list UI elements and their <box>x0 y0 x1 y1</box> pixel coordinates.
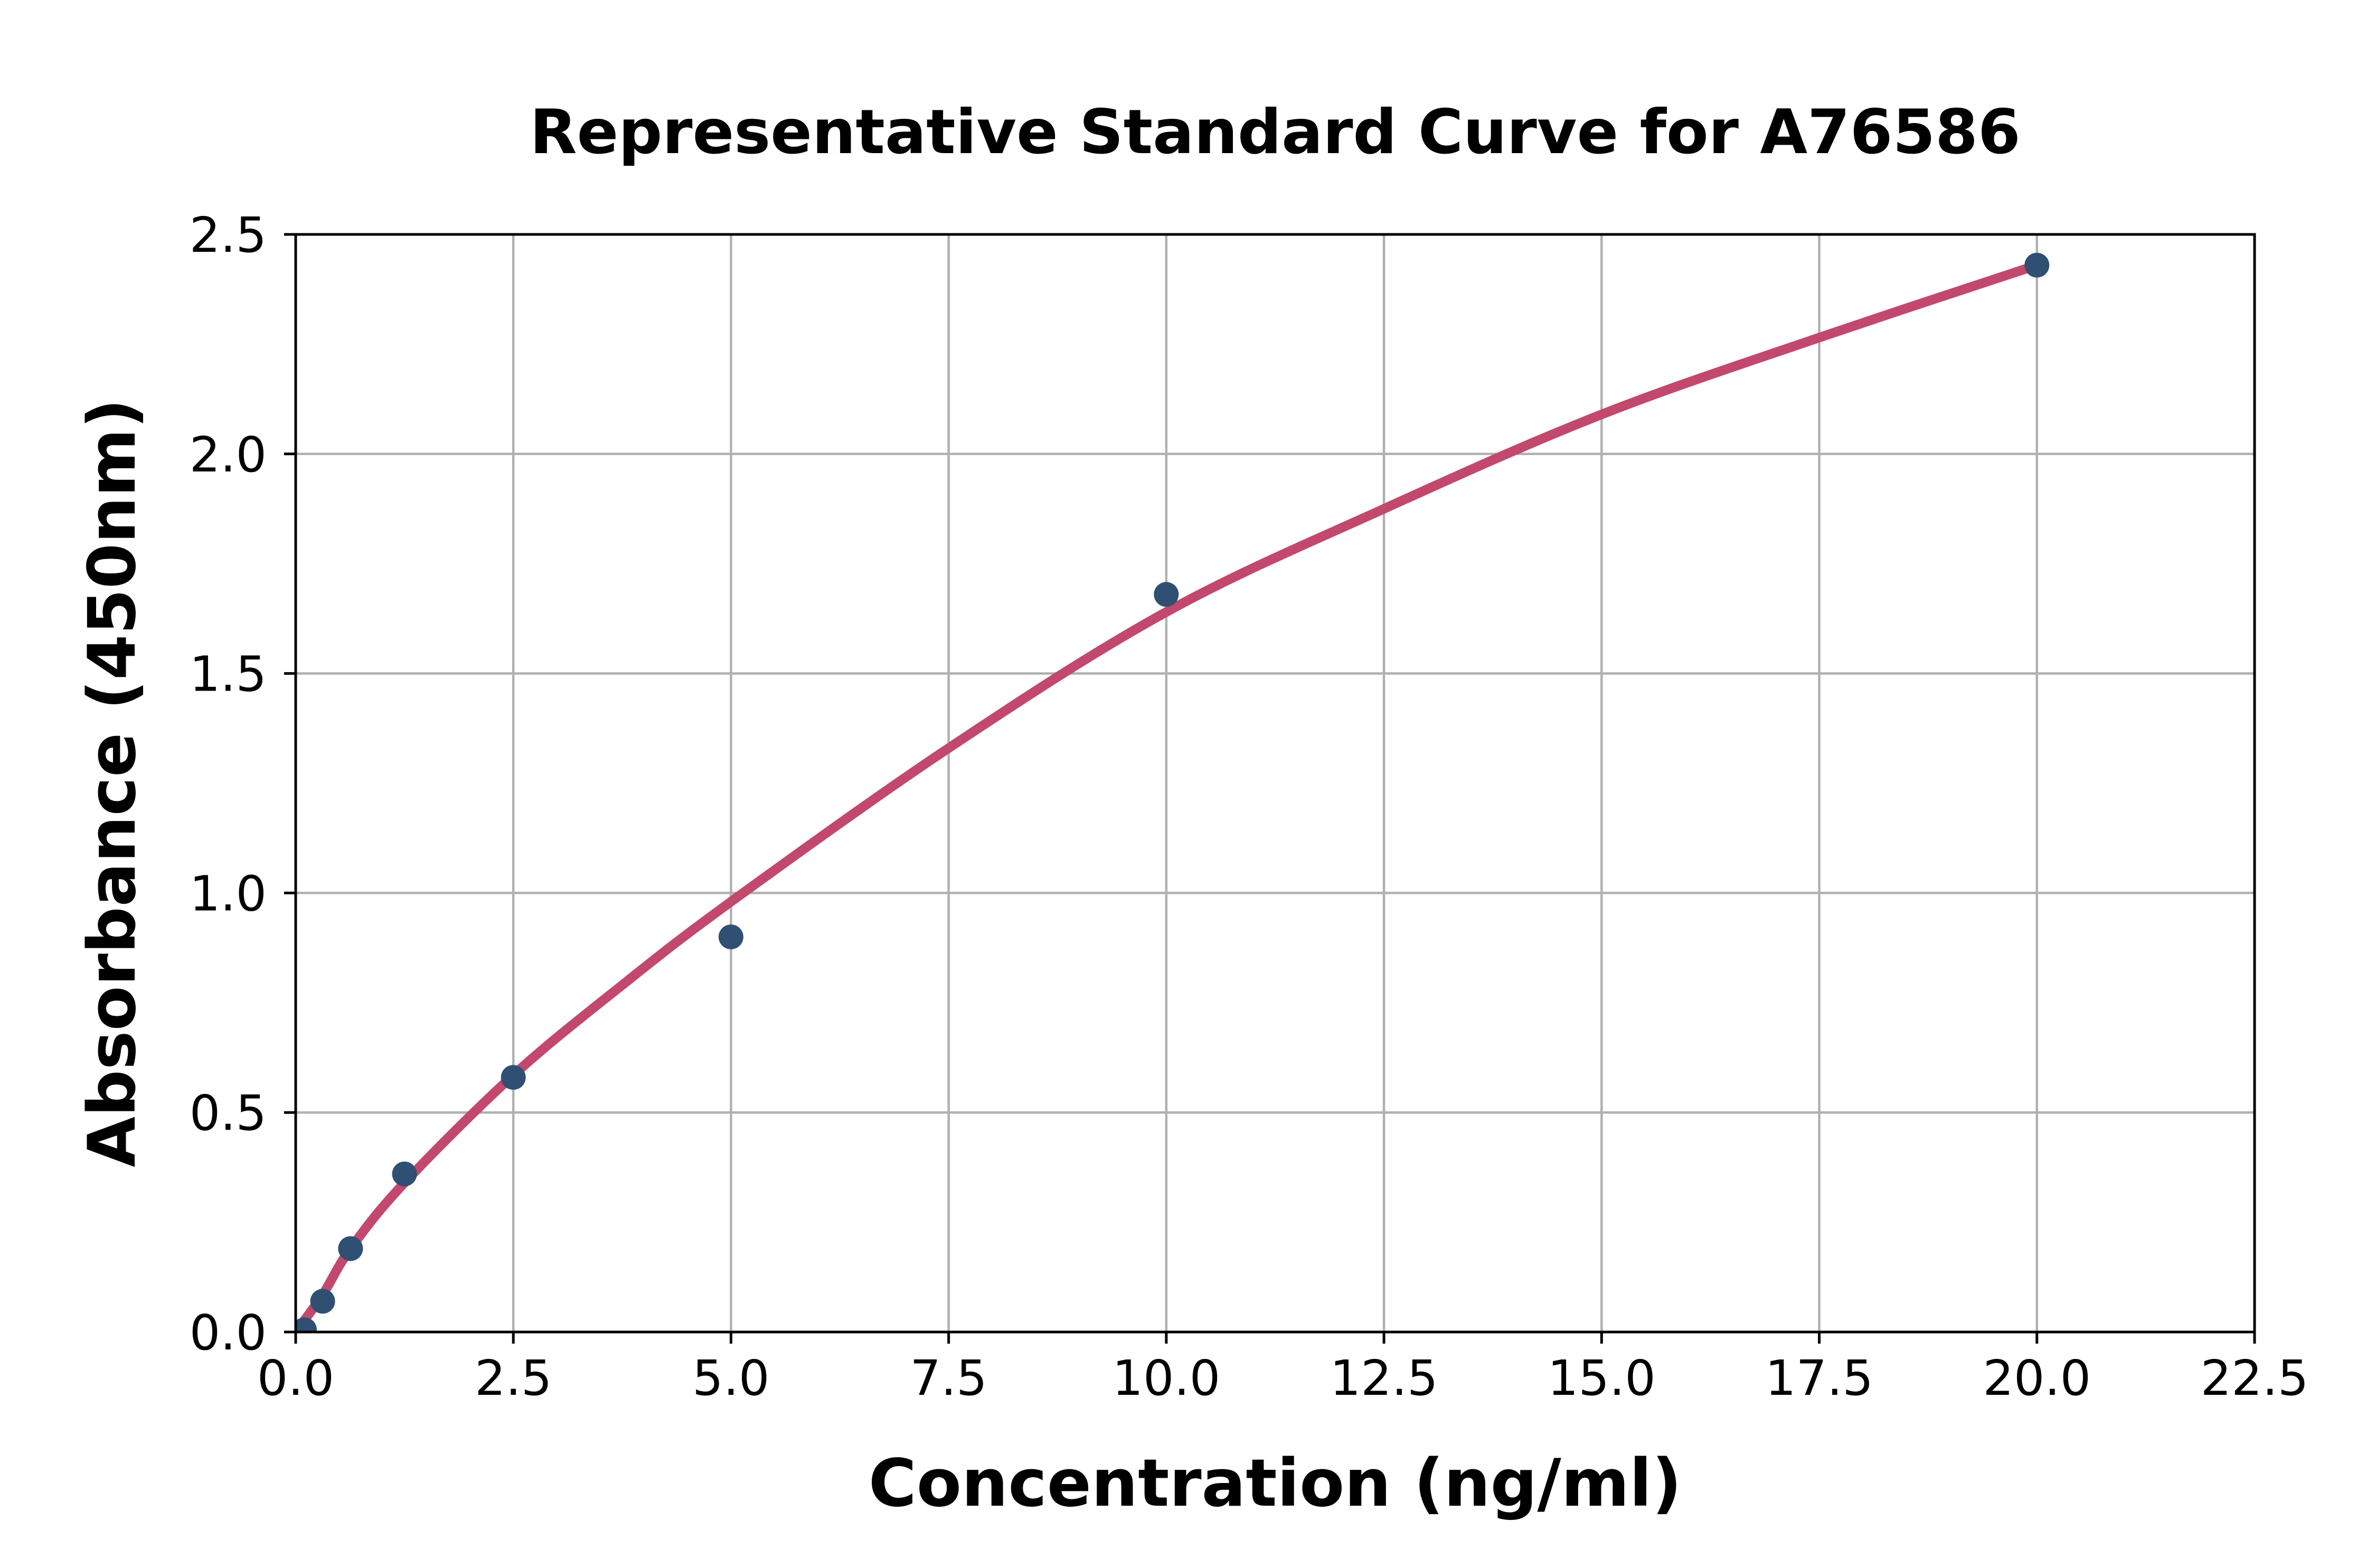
y-tick-label: 0.0 <box>190 1305 267 1361</box>
y-tick-label: 2.0 <box>190 427 267 483</box>
data-point <box>310 1289 335 1314</box>
data-point <box>392 1161 417 1187</box>
x-tick-label: 2.5 <box>475 1350 552 1406</box>
x-tick-label: 17.5 <box>1765 1350 1873 1406</box>
x-tick-labels: 0.0 2.5 5.0 7.5 10.0 12.5 15.0 17.5 20.0 22.5 <box>257 1350 2309 1406</box>
y-axis-label: Absorbance (450nm) <box>74 399 150 1167</box>
x-tick-label: 7.5 <box>910 1350 987 1406</box>
y-tick-label: 1.5 <box>190 646 267 703</box>
chart-title: Representative Standard Curve for A76586 <box>530 97 2020 168</box>
y-tick-label: 0.5 <box>190 1085 267 1141</box>
data-point <box>501 1065 526 1090</box>
x-tick-label: 10.0 <box>1112 1350 1220 1406</box>
x-tick-label: 20.0 <box>1983 1350 2091 1406</box>
axis-tick-marks <box>284 233 2256 1344</box>
data-point <box>2024 252 2050 278</box>
x-axis-label: Concentration (ng/ml) <box>869 1446 1682 1522</box>
x-tick-label: 12.5 <box>1330 1350 1438 1406</box>
plot-border-spines <box>294 233 2256 1334</box>
x-tick-label: 15.0 <box>1548 1350 1656 1406</box>
y-tick-labels: 0.0 0.5 1.0 1.5 2.0 2.5 <box>190 207 267 1361</box>
data-points <box>296 252 2050 1332</box>
x-tick-label: 22.5 <box>2201 1350 2309 1406</box>
x-tick-label: 0.0 <box>257 1350 334 1406</box>
data-point <box>1154 582 1179 607</box>
data-point <box>296 1317 317 1332</box>
x-tick-label: 5.0 <box>692 1350 769 1406</box>
y-tick-label: 1.0 <box>190 865 267 922</box>
data-point <box>338 1236 363 1261</box>
data-point <box>718 924 743 950</box>
y-tick-label: 2.5 <box>190 207 267 263</box>
